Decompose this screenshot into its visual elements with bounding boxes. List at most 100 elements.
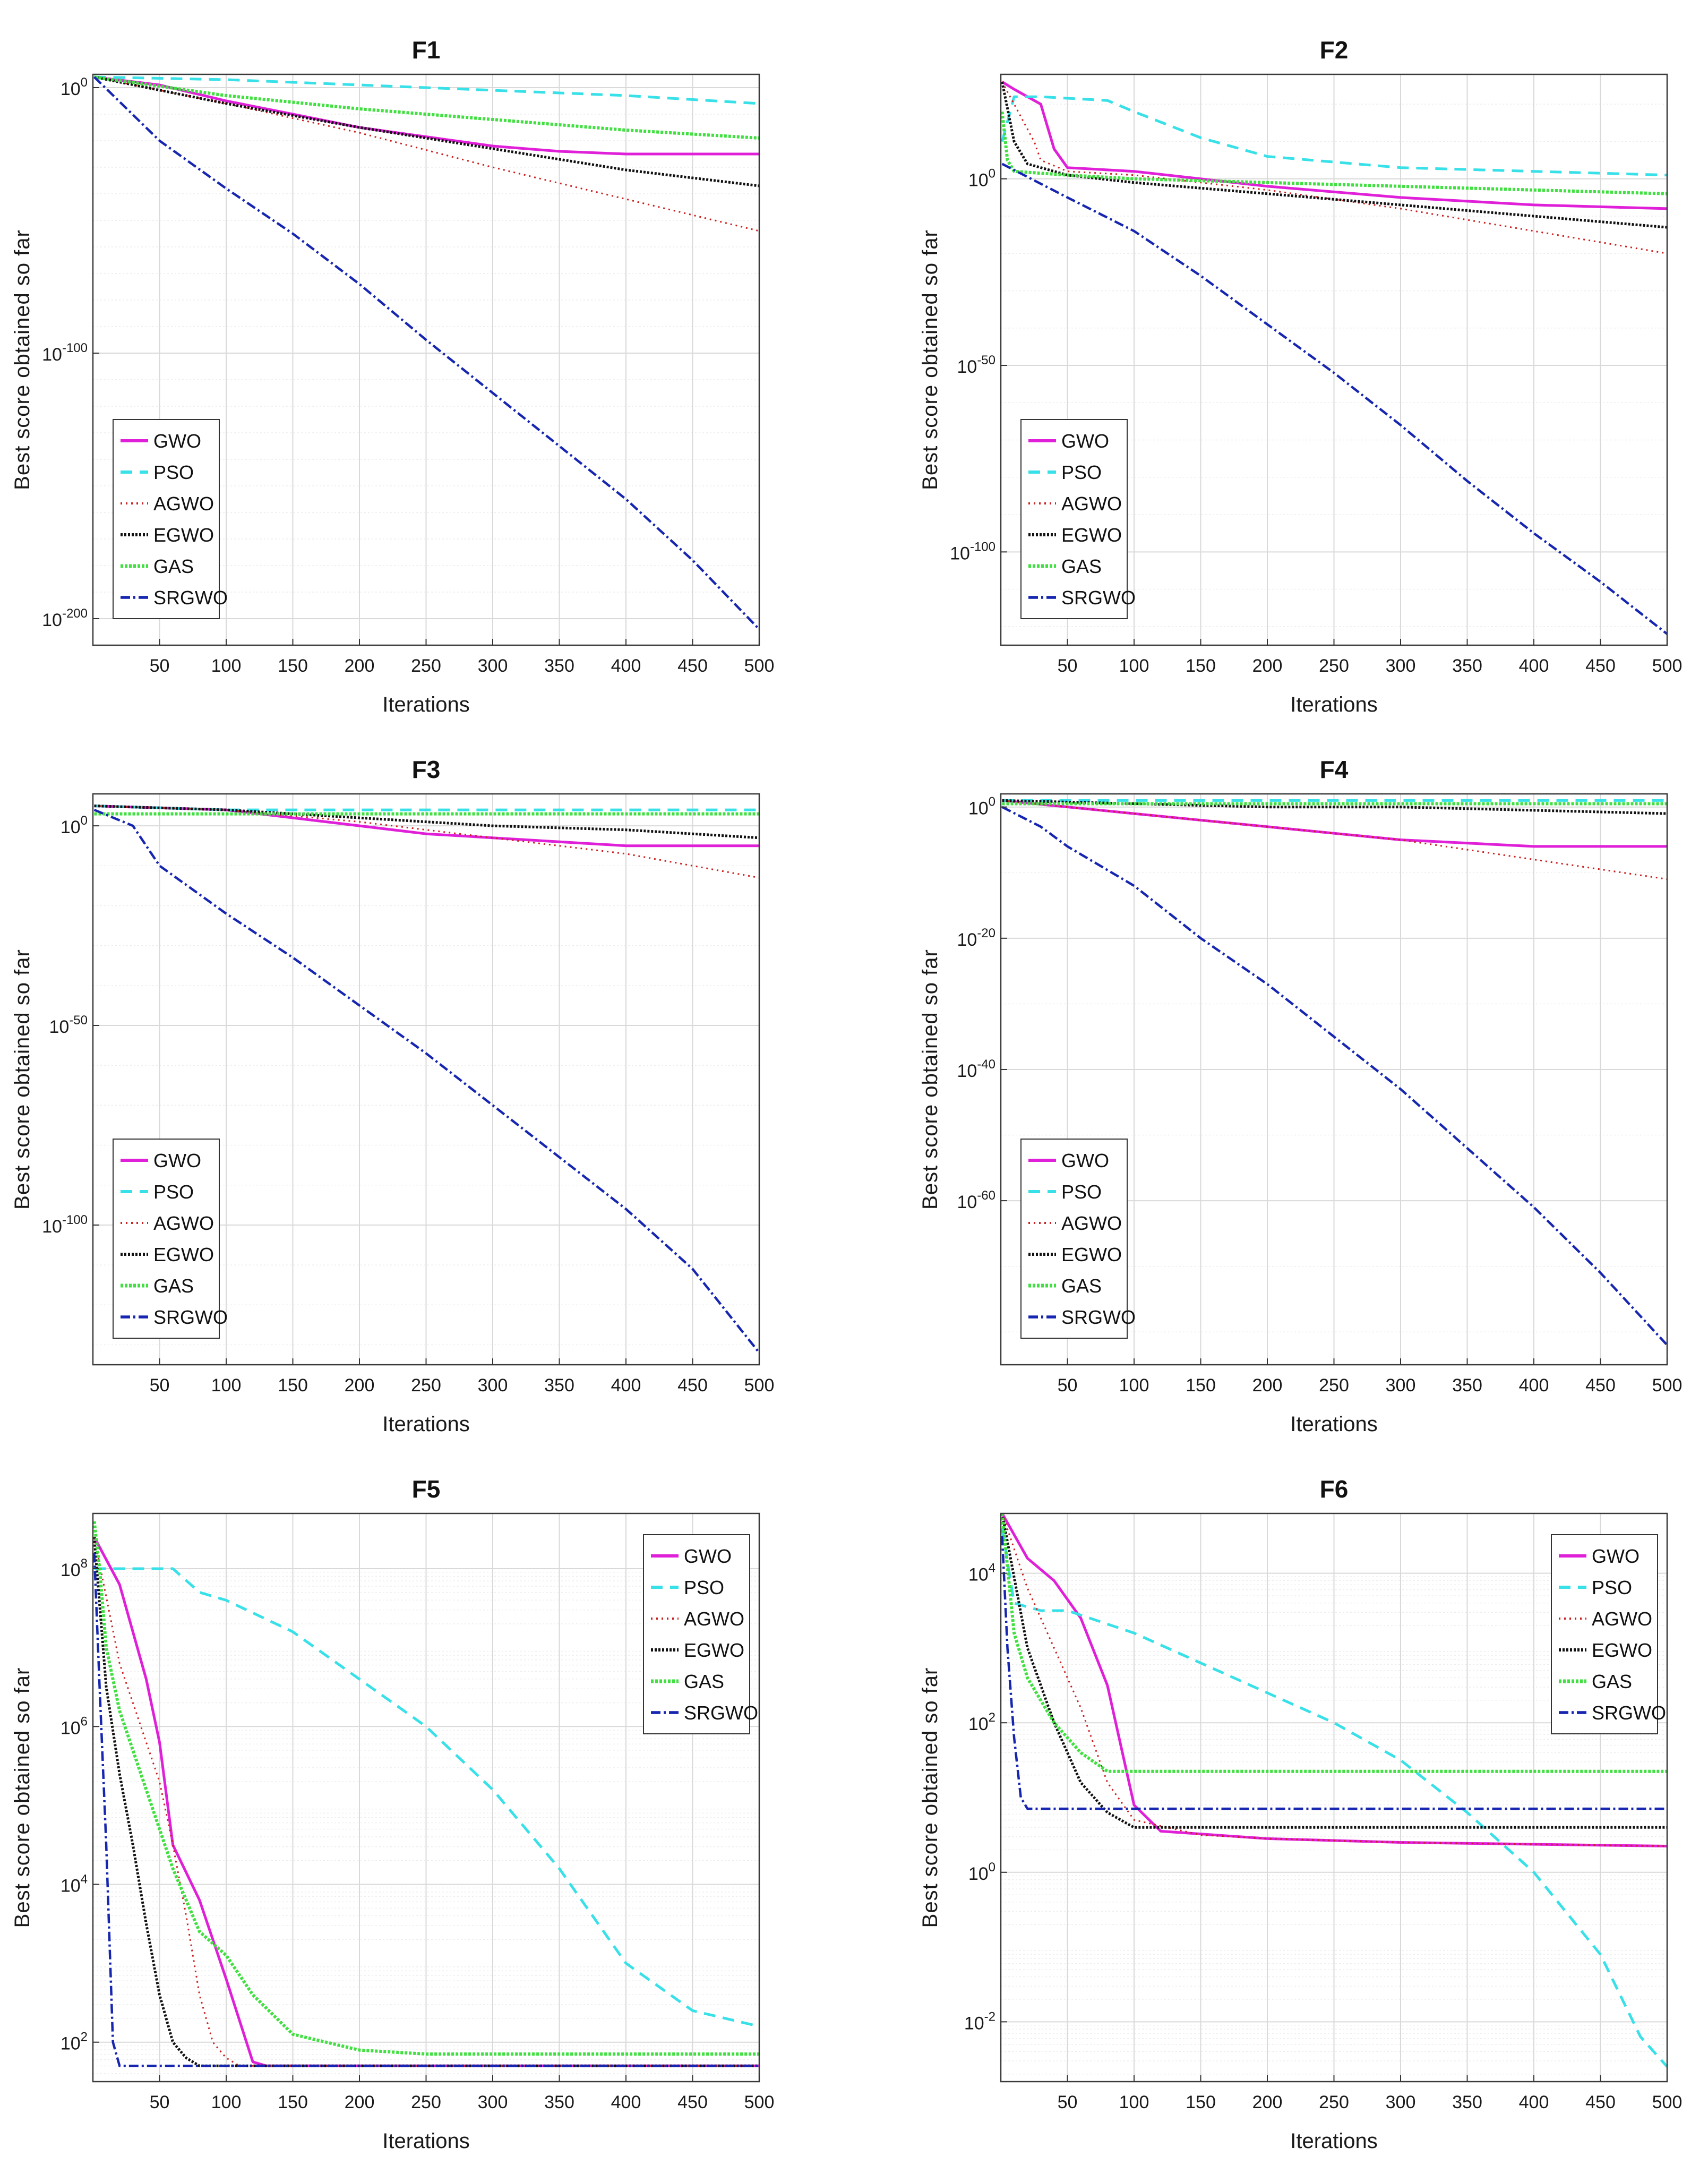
chart-panel-f2: 50 100 150 200 250 300 350 400 450 500 100 10-50 10-… (919, 36, 1682, 716)
legend-box (113, 1139, 220, 1339)
y-axis-label: Best score obtained so far (11, 229, 34, 490)
legend: GWO PSO AGWO EGWO GAS SRGWO (1020, 1139, 1136, 1339)
legend: GWO PSO AGWO EGWO GAS SRGWO (113, 1139, 228, 1339)
series-line-gwo (93, 1536, 759, 2067)
series-line-egwo (1001, 81, 1668, 229)
x-tick-label: 250 (1319, 1375, 1349, 1396)
x-tick-label: 100 (211, 1375, 242, 1396)
x-tick-label: 250 (411, 656, 441, 676)
series-line-pso (94, 75, 760, 105)
x-axis-label: Iterations (382, 1413, 470, 1436)
legend-label-pso: PSO (1592, 1577, 1632, 1598)
series-line-gwo (1002, 799, 1667, 848)
y-tick-label: 104 (61, 1872, 88, 1896)
x-tick-label: 250 (411, 1375, 441, 1396)
y-tick-label: 10-50 (49, 1013, 88, 1037)
x-tick-label: 150 (278, 2092, 308, 2112)
x-tick-label: 450 (677, 2092, 708, 2112)
x-tick-label: 500 (744, 656, 775, 676)
chart-title: F3 (412, 756, 441, 783)
y-tick-label: 10-2 (964, 2009, 995, 2033)
legend-label-gas: GAS (1061, 555, 1102, 577)
x-tick-label: 250 (1319, 656, 1349, 676)
legend-label-egwo: EGWO (1061, 1244, 1122, 1265)
series-line-egwo (94, 805, 760, 840)
legend-label-gas: GAS (1061, 1275, 1102, 1297)
legend-label-gas: GAS (1592, 1671, 1632, 1692)
x-tick-label: 100 (211, 2092, 242, 2112)
legend-label-gwo: GWO (1061, 430, 1109, 452)
legend-label-agwo: AGWO (1592, 1608, 1652, 1630)
y-tick-label: 100 (61, 75, 88, 99)
chart-panel-f5: 50 100 150 200 250 300 350 400 450 500 102 104 106 10… (11, 1475, 774, 2153)
series-line-srgwo (1001, 162, 1668, 635)
x-tick-label: 500 (744, 1375, 775, 1396)
chart-title: F5 (412, 1475, 441, 1503)
x-tick-label: 100 (1119, 656, 1149, 676)
legend-label-egwo: EGWO (684, 1639, 744, 1661)
legend-label-egwo: EGWO (1061, 524, 1122, 546)
x-tick-label: 250 (1319, 2092, 1349, 2112)
x-tick-label: 350 (544, 2092, 574, 2112)
x-tick-label: 300 (1386, 656, 1416, 676)
y-tick-label: 106 (61, 1714, 88, 1738)
x-tick-label: 450 (677, 1375, 708, 1396)
chart-panel-f3: 50 100 150 200 250 300 350 400 450 500 100 10-50 10-… (11, 756, 774, 1436)
y-tick-label: 10-20 (957, 926, 995, 950)
x-axis-label: Iterations (382, 2129, 470, 2153)
x-axis-label: Iterations (1290, 693, 1378, 716)
legend-label-gwo: GWO (153, 1150, 201, 1171)
series-line-agwo (1001, 1513, 1668, 1847)
chart-panel-f4: 50 100 150 200 250 300 350 400 450 500 100 10-20 10-… (919, 756, 1682, 1436)
series-line-gas (1000, 1513, 1667, 1773)
legend-label-agwo: AGWO (153, 1212, 214, 1234)
y-tick-label: 10-100 (42, 341, 88, 365)
legend-label-pso: PSO (684, 1577, 724, 1598)
x-tick-label: 150 (1186, 656, 1216, 676)
series-line-agwo (1001, 81, 1668, 254)
legend-label-egwo: EGWO (153, 524, 214, 546)
legend-label-srgwo: SRGWO (153, 1306, 228, 1328)
x-axis-label: Iterations (1290, 2129, 1378, 2153)
y-tick-label: 100 (968, 167, 995, 191)
legend-label-gwo: GWO (1061, 1150, 1109, 1171)
x-tick-label: 200 (345, 2092, 375, 2112)
y-tick-label: 100 (61, 814, 88, 837)
y-tick-label: 108 (61, 1556, 88, 1580)
y-axis-label: Best score obtained so far (919, 949, 942, 1210)
x-tick-label: 300 (478, 1375, 508, 1396)
chart-panel-f1: 50 100 150 200 250 300 350 400 450 500 100 10-100 10… (11, 36, 774, 716)
chart-panel-f6: 50 100 150 200 250 300 350 400 450 500 10-2 100 102 1… (919, 1475, 1682, 2153)
x-tick-label: 450 (1585, 2092, 1616, 2112)
x-tick-label: 450 (1585, 1375, 1616, 1396)
x-tick-label: 300 (478, 2092, 508, 2112)
x-tick-label: 450 (677, 656, 708, 676)
x-tick-label: 100 (1119, 1375, 1149, 1396)
legend-label-srgwo: SRGWO (1061, 587, 1136, 609)
series-line-pso (94, 1567, 760, 2028)
legend-label-pso: PSO (1061, 1181, 1102, 1203)
x-tick-label: 150 (278, 1375, 308, 1396)
x-tick-label: 400 (611, 1375, 641, 1396)
chart-title: F1 (412, 36, 441, 64)
y-tick-label: 10-40 (957, 1057, 995, 1081)
y-tick-label: 100 (968, 795, 995, 819)
legend: GWO PSO AGWO EGWO GAS SRGWO (1020, 419, 1136, 619)
legend-label-srgwo: SRGWO (1592, 1702, 1666, 1724)
x-tick-label: 100 (211, 656, 242, 676)
series-line-egwo (93, 1537, 759, 2067)
series-line-egwo (94, 75, 760, 187)
x-tick-label: 200 (1252, 1375, 1283, 1396)
series-line-gwo (1001, 1512, 1668, 1847)
legend-label-gas: GAS (153, 1275, 194, 1297)
y-tick-label: 100 (968, 1860, 995, 1884)
legend-label-agwo: AGWO (153, 493, 214, 515)
series-line-srgwo (1001, 806, 1668, 1346)
y-tick-label: 102 (61, 2030, 88, 2054)
x-tick-label: 350 (1452, 656, 1482, 676)
series-line-pso (1001, 95, 1668, 177)
legend-box (1020, 1139, 1128, 1339)
series-line-gas (94, 75, 760, 140)
series-line-pso (1001, 1528, 1668, 2068)
y-axis-label: Best score obtained so far (11, 1667, 34, 1928)
